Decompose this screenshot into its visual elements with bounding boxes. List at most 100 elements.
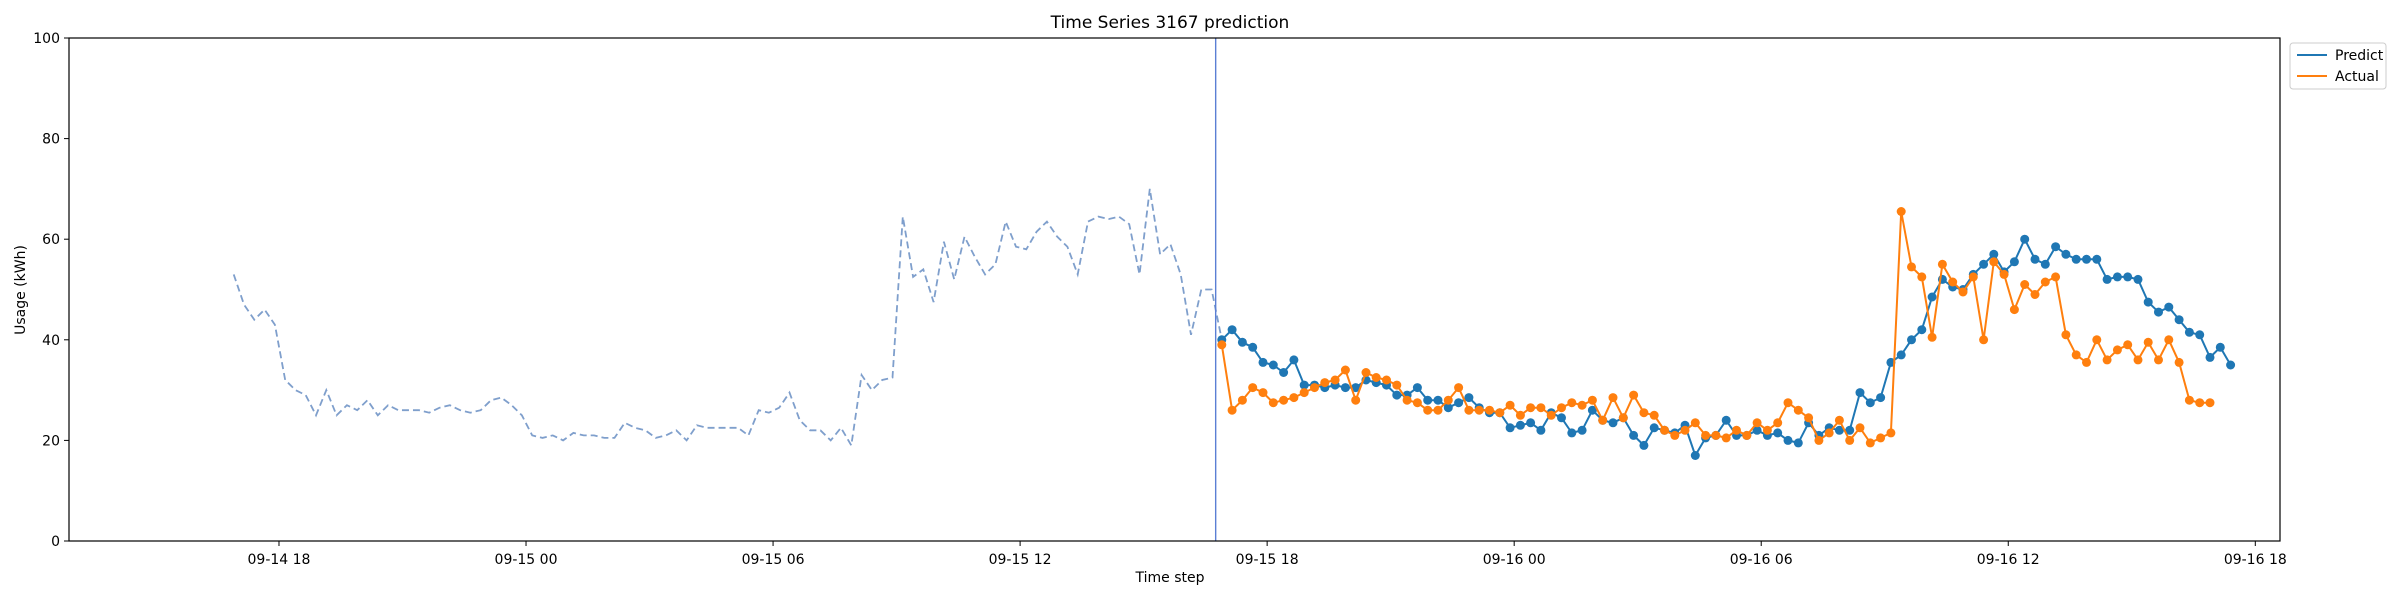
chart-title: Time Series 3167 prediction <box>1050 13 1290 33</box>
predict-point <box>1587 405 1597 415</box>
actual-point <box>1237 395 1247 405</box>
actual-point <box>2143 337 2153 347</box>
actual-point <box>1937 259 1947 269</box>
predict-point <box>1227 325 1237 335</box>
actual-point <box>1680 425 1690 435</box>
x-tick-label: 09-15 00 <box>495 552 558 568</box>
actual-point <box>1598 415 1608 425</box>
actual-point <box>1752 418 1762 428</box>
predict-point <box>1907 335 1916 345</box>
predict-point <box>1423 395 1433 405</box>
actual-point <box>2123 340 2133 350</box>
predict-point <box>1557 413 1566 423</box>
y-tick-label: 0 <box>51 534 60 550</box>
actual-point <box>1464 405 1474 415</box>
actual-point <box>1433 405 1443 415</box>
predict-point <box>1927 292 1937 302</box>
x-tick-label: 09-16 00 <box>1483 552 1546 568</box>
actual-point <box>1577 400 1587 410</box>
actual-point <box>1454 383 1464 393</box>
predict-point <box>2071 254 2081 264</box>
actual-point <box>1351 395 1361 405</box>
predict-point <box>1248 342 1258 352</box>
x-axis: 09-14 18 09-15 00 09-15 06 09-15 12 09-15 18… <box>248 541 2287 568</box>
predict-point <box>1289 355 1299 365</box>
actual-point <box>1917 272 1927 282</box>
predict-point <box>2123 272 2133 282</box>
actual-point <box>2051 272 2061 282</box>
predict-point <box>1515 420 1525 430</box>
predict-point <box>2082 254 2091 264</box>
predict-point <box>2020 234 2030 244</box>
x-tick-label: 09-16 12 <box>1977 552 2040 568</box>
actual-point <box>1567 398 1577 408</box>
predict-point <box>1896 350 1906 360</box>
actual-point <box>1412 398 1422 408</box>
predict-point <box>1639 440 1649 450</box>
legend-label-actual: Actual <box>2335 69 2379 85</box>
actual-point <box>1279 395 1289 405</box>
actual-point <box>1320 378 1330 388</box>
actual-point <box>1855 423 1865 433</box>
actual-point <box>1670 430 1680 440</box>
actual-point <box>2164 335 2174 345</box>
actual-point <box>1783 398 1793 408</box>
predict-point <box>1876 393 1886 403</box>
actual-point <box>1608 393 1618 403</box>
actual-point <box>1217 340 1227 350</box>
predict-point <box>1392 390 1402 400</box>
actual-point <box>1732 425 1741 435</box>
plot-area <box>232 38 2236 541</box>
predict-point <box>2009 257 2019 267</box>
actual-point <box>2020 280 2030 289</box>
actual-point <box>1361 368 1371 377</box>
predict-point <box>2133 274 2143 284</box>
actual-point <box>2009 305 2019 315</box>
actual-point <box>1587 395 1597 405</box>
x-tick-label: 09-14 18 <box>248 552 311 568</box>
actual-point <box>1258 388 1268 398</box>
predict-point <box>1773 428 1783 438</box>
predict-point <box>1793 438 1803 448</box>
actual-point <box>1289 393 1299 403</box>
actual-point <box>1773 418 1783 428</box>
actual-point <box>1536 403 1546 413</box>
actual-point <box>1639 408 1649 418</box>
predict-point <box>2205 352 2215 362</box>
predict-point <box>1783 435 1793 445</box>
y-tick-label: 80 <box>42 132 60 148</box>
actual-point <box>2195 398 2205 408</box>
actual-point <box>1701 430 1711 440</box>
actual-point <box>2102 355 2112 365</box>
predict-point <box>1865 398 1875 408</box>
predict-point <box>1629 430 1639 440</box>
actual-point <box>1248 383 1258 393</box>
actual-point <box>1886 428 1896 438</box>
actual-point <box>2133 355 2143 365</box>
actual-point <box>2205 398 2215 408</box>
actual-point <box>1515 410 1525 420</box>
y-tick-label: 40 <box>42 333 60 349</box>
actual-point <box>1721 433 1731 443</box>
actual-point <box>1958 287 1968 297</box>
actual-point <box>1742 430 1752 440</box>
predict-point <box>1464 393 1474 403</box>
predict-point <box>1917 325 1927 335</box>
actual-point <box>1804 413 1814 423</box>
x-tick-label: 09-15 18 <box>1236 552 1299 568</box>
y-tick-label: 100 <box>33 31 60 47</box>
actual-point <box>1340 365 1350 375</box>
predict-point <box>1526 418 1536 428</box>
actual-point <box>2112 345 2122 355</box>
x-tick-label: 09-16 18 <box>2224 552 2287 568</box>
predict-point <box>1258 357 1268 367</box>
actual-point <box>2040 277 2050 287</box>
y-axis-label: Usage (kWh) <box>13 245 29 335</box>
actual-point <box>2092 335 2102 345</box>
predict-point <box>1412 383 1422 393</box>
series-actual <box>1217 207 2215 448</box>
actual-point <box>1546 410 1556 420</box>
predict-point <box>1443 403 1453 413</box>
actual-point <box>2184 395 2194 405</box>
